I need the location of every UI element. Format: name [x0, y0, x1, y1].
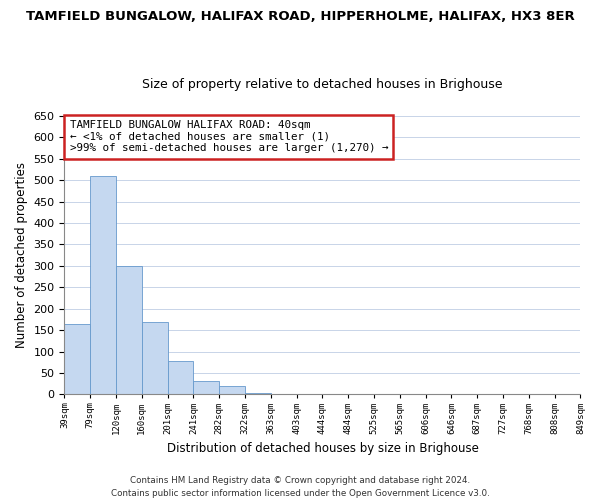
- Bar: [219, 386, 245, 394]
- X-axis label: Distribution of detached houses by size in Brighouse: Distribution of detached houses by size …: [167, 442, 478, 455]
- Bar: [193, 381, 219, 394]
- Bar: [116, 266, 142, 394]
- Bar: [142, 322, 167, 394]
- Bar: [64, 324, 90, 394]
- Text: Contains HM Land Registry data © Crown copyright and database right 2024.
Contai: Contains HM Land Registry data © Crown c…: [110, 476, 490, 498]
- Bar: [90, 176, 116, 394]
- Y-axis label: Number of detached properties: Number of detached properties: [15, 162, 28, 348]
- Text: TAMFIELD BUNGALOW HALIFAX ROAD: 40sqm
← <1% of detached houses are smaller (1)
>: TAMFIELD BUNGALOW HALIFAX ROAD: 40sqm ← …: [70, 120, 388, 153]
- Bar: [167, 361, 193, 394]
- Text: TAMFIELD BUNGALOW, HALIFAX ROAD, HIPPERHOLME, HALIFAX, HX3 8ER: TAMFIELD BUNGALOW, HALIFAX ROAD, HIPPERH…: [26, 10, 574, 23]
- Bar: [245, 393, 271, 394]
- Title: Size of property relative to detached houses in Brighouse: Size of property relative to detached ho…: [142, 78, 503, 91]
